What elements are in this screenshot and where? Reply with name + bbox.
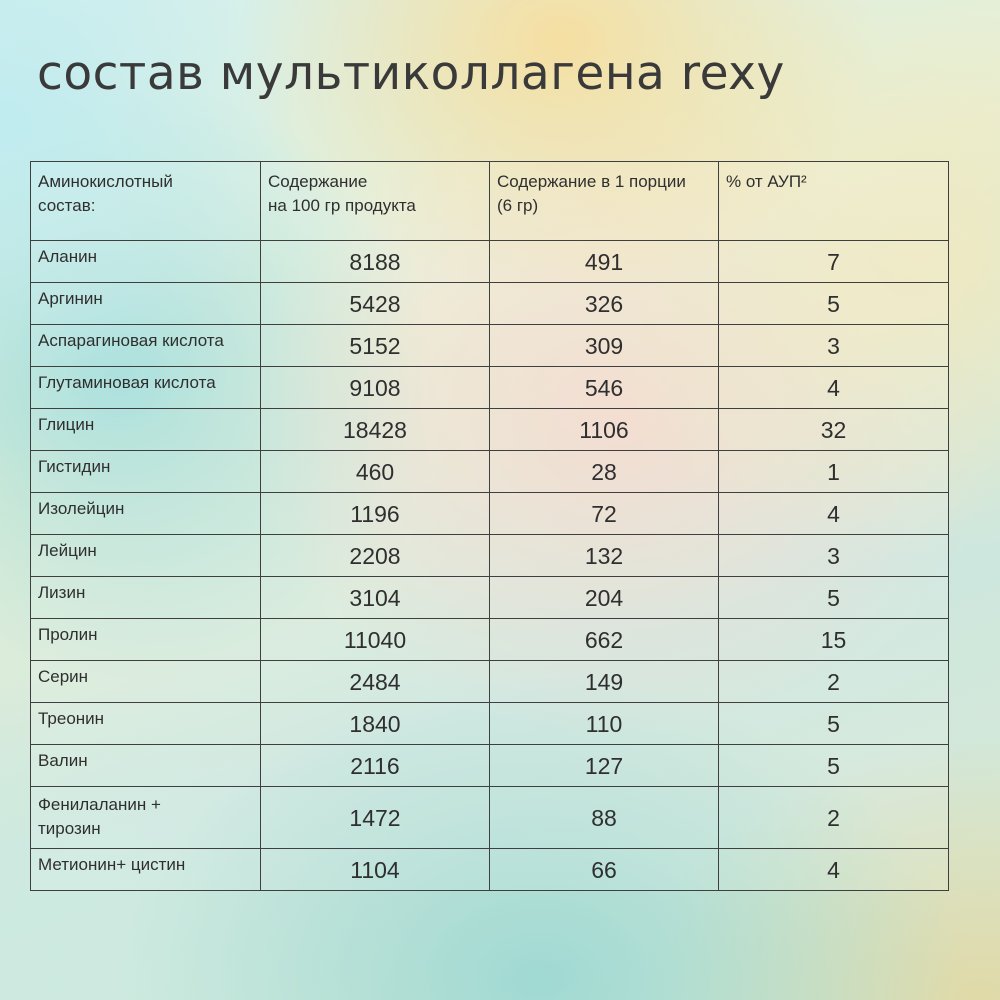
header-line: (6 гр): [497, 196, 539, 215]
amino-name: Глицин: [30, 408, 261, 451]
table-row: Метионин+ цистин 1104 66 4: [30, 848, 949, 891]
per-100g-value: 2484: [260, 660, 490, 703]
per-100g-value: 1104: [260, 848, 490, 891]
header-line: Аминокислотный: [38, 172, 173, 191]
per-100g-value: 5428: [260, 282, 490, 325]
table-row: Аспарагиновая кислота 5152 309 3: [30, 324, 949, 367]
per-serving-value: 309: [489, 324, 719, 367]
page-title: состав мультиколлагена rexy: [37, 46, 785, 101]
table-row: Пролин 11040 662 15: [30, 618, 949, 661]
percent-aup-value: 5: [718, 282, 949, 325]
header-percent-aup: % от АУП²: [718, 161, 949, 241]
amino-name: Лейцин: [30, 534, 261, 577]
table-row: Гистидин 460 28 1: [30, 450, 949, 493]
amino-name: Серин: [30, 660, 261, 703]
per-serving-value: 491: [489, 240, 719, 283]
per-serving-value: 1106: [489, 408, 719, 451]
per-serving-value: 28: [489, 450, 719, 493]
percent-aup-value: 5: [718, 744, 949, 787]
per-100g-value: 5152: [260, 324, 490, 367]
per-serving-value: 326: [489, 282, 719, 325]
per-serving-value: 88: [489, 786, 719, 849]
amino-name: Лизин: [30, 576, 261, 619]
per-serving-value: 66: [489, 848, 719, 891]
percent-aup-value: 3: [718, 534, 949, 577]
percent-aup-value: 2: [718, 660, 949, 703]
per-serving-value: 149: [489, 660, 719, 703]
amino-name: Аланин: [30, 240, 261, 283]
percent-aup-value: 4: [718, 492, 949, 535]
amino-name-line: Фенилаланин +: [38, 795, 161, 814]
per-serving-value: 662: [489, 618, 719, 661]
header-line: Содержание в 1 порции: [497, 172, 686, 191]
percent-aup-value: 7: [718, 240, 949, 283]
header-line: на 100 гр продукта: [268, 196, 416, 215]
percent-aup-value: 4: [718, 848, 949, 891]
amino-name: Изолейцин: [30, 492, 261, 535]
table-header-row: Аминокислотный состав: Содержание на 100…: [30, 161, 949, 241]
percent-aup-value: 5: [718, 576, 949, 619]
percent-aup-value: 5: [718, 702, 949, 745]
per-serving-value: 546: [489, 366, 719, 409]
table-row: Валин 2116 127 5: [30, 744, 949, 787]
amino-name-line: тирозин: [38, 819, 101, 838]
per-serving-value: 72: [489, 492, 719, 535]
percent-aup-value: 15: [718, 618, 949, 661]
per-100g-value: 460: [260, 450, 490, 493]
percent-aup-value: 4: [718, 366, 949, 409]
amino-acid-table: Аминокислотный состав: Содержание на 100…: [30, 161, 949, 891]
header-line: Содержание: [268, 172, 368, 191]
table-row: Аргинин 5428 326 5: [30, 282, 949, 325]
amino-name: Метионин+ цистин: [30, 848, 261, 891]
per-100g-value: 8188: [260, 240, 490, 283]
per-100g-value: 2116: [260, 744, 490, 787]
per-100g-value: 1472: [260, 786, 490, 849]
per-100g-value: 3104: [260, 576, 490, 619]
percent-aup-value: 32: [718, 408, 949, 451]
header-per-100g: Содержание на 100 гр продукта: [260, 161, 490, 241]
per-100g-value: 18428: [260, 408, 490, 451]
per-100g-value: 1196: [260, 492, 490, 535]
header-line: состав:: [38, 196, 96, 215]
header-per-serving: Содержание в 1 порции (6 гр): [489, 161, 719, 241]
table-row: Серин 2484 149 2: [30, 660, 949, 703]
table-row: Изолейцин 1196 72 4: [30, 492, 949, 535]
per-100g-value: 11040: [260, 618, 490, 661]
per-100g-value: 1840: [260, 702, 490, 745]
amino-name: Пролин: [30, 618, 261, 661]
table-row: Треонин 1840 110 5: [30, 702, 949, 745]
percent-aup-value: 1: [718, 450, 949, 493]
per-100g-value: 2208: [260, 534, 490, 577]
table-row: Фенилаланин + тирозин 1472 88 2: [30, 786, 949, 849]
table-row: Аланин 8188 491 7: [30, 240, 949, 283]
amino-name: Гистидин: [30, 450, 261, 493]
header-amino-composition: Аминокислотный состав:: [30, 161, 261, 241]
table-row: Лейцин 2208 132 3: [30, 534, 949, 577]
table-row: Глутаминовая кислота 9108 546 4: [30, 366, 949, 409]
percent-aup-value: 3: [718, 324, 949, 367]
header-line: % от АУП²: [726, 172, 807, 191]
per-serving-value: 132: [489, 534, 719, 577]
amino-name: Фенилаланин + тирозин: [30, 786, 261, 849]
per-serving-value: 110: [489, 702, 719, 745]
amino-name: Глутаминовая кислота: [30, 366, 261, 409]
table-row: Глицин 18428 1106 32: [30, 408, 949, 451]
table-body: Аланин 8188 491 7 Аргинин 5428 326 5 Асп…: [30, 240, 949, 891]
per-serving-value: 127: [489, 744, 719, 787]
table-row: Лизин 3104 204 5: [30, 576, 949, 619]
amino-name: Валин: [30, 744, 261, 787]
amino-name: Треонин: [30, 702, 261, 745]
per-serving-value: 204: [489, 576, 719, 619]
per-100g-value: 9108: [260, 366, 490, 409]
percent-aup-value: 2: [718, 786, 949, 849]
amino-name: Аргинин: [30, 282, 261, 325]
amino-name: Аспарагиновая кислота: [30, 324, 261, 367]
